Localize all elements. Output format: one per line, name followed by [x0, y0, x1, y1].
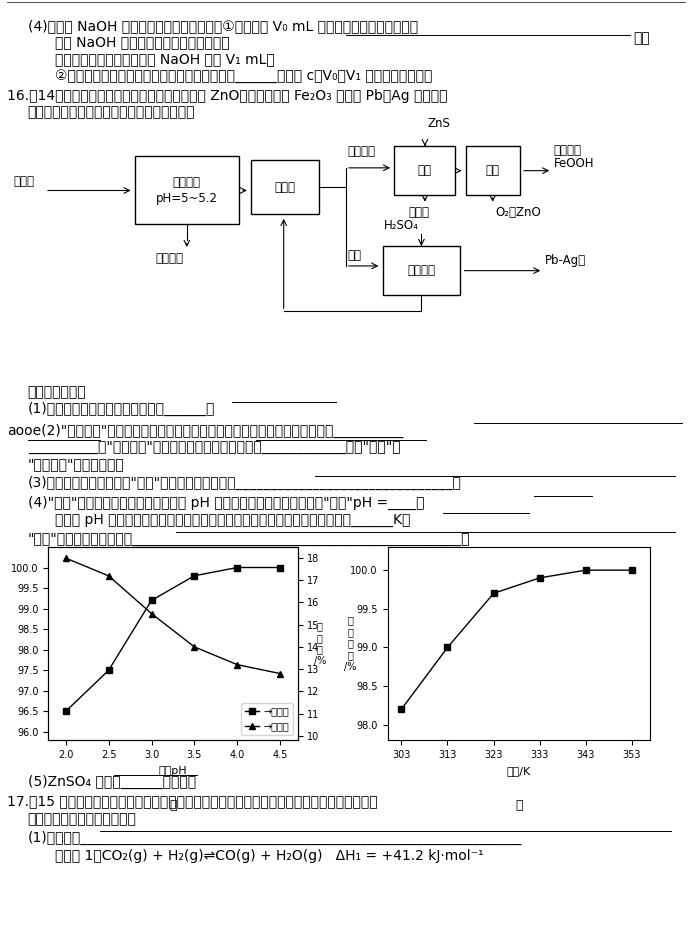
Text: 沉铁: 沉铁	[486, 164, 500, 177]
渣含锌	[104, 571, 113, 582]
Text: 锌焙砂: 锌焙砂	[14, 174, 35, 188]
Y-axis label: 渣
含
锌
量
/%: 渣 含 锌 量 /%	[344, 616, 356, 671]
Text: 热酸浸出: 热酸浸出	[408, 264, 435, 277]
Title: 甲: 甲	[170, 800, 176, 812]
Text: 标准 NaOH 溶液滴定，滴定终点的现象为: 标准 NaOH 溶液滴定，滴定终点的现象为	[55, 35, 230, 49]
Text: (4)"沉铁"时，除铁率、渣含锌量与溶液 pH 的关系如图甲所示，应选择的"沉铁"pH =____；: (4)"沉铁"时，除铁率、渣含锌量与溶液 pH 的关系如图甲所示，应选择的"沉铁…	[28, 496, 424, 510]
Text: 浸渣: 浸渣	[347, 249, 361, 262]
Text: O₂、ZnO: O₂、ZnO	[495, 206, 541, 219]
除铁率	[276, 562, 284, 573]
渣含锌	[233, 659, 242, 670]
渣含锌	[276, 668, 284, 679]
FancyBboxPatch shape	[135, 156, 239, 224]
Text: FeOOH: FeOOH	[554, 157, 594, 170]
Text: (1)基态锌原子的外围电子排布式为______。: (1)基态锌原子的外围电子排布式为______。	[28, 402, 215, 416]
FancyBboxPatch shape	[383, 246, 460, 295]
Text: 回答下列问题：: 回答下列问题：	[28, 385, 86, 399]
Text: 含铁溶液: 含铁溶液	[347, 145, 375, 158]
Text: 碳甲烷化可实现资源化利用。: 碳甲烷化可实现资源化利用。	[28, 812, 136, 826]
Text: (5)ZnSO₄ 最终从______中获得。: (5)ZnSO₄ 最终从______中获得。	[28, 775, 196, 789]
Y-axis label: 除
铁
率
/%: 除 铁 率 /%	[313, 621, 326, 666]
Text: H₂SO₄: H₂SO₄	[384, 219, 419, 232]
Text: 17.（15 分）天然气作为最清洁的化石燃料一直被认为是实现碳平衡阶段的中坚力量，将二氧化: 17.（15 分）天然气作为最清洁的化石燃料一直被认为是实现碳平衡阶段的中坚力量…	[7, 794, 378, 808]
Legend: →除铁率, →渣含锌: →除铁率, →渣含锌	[241, 703, 293, 736]
Text: 预中和: 预中和	[275, 181, 295, 193]
Text: 16.（14分）湿法炼锌时，以锌焙砂（主要成分为 ZnO，含有较多的 Fe₂O₃ 和少量 Pb、Ag 等元素）: 16.（14分）湿法炼锌时，以锌焙砂（主要成分为 ZnO，含有较多的 Fe₂O₃…	[7, 89, 448, 103]
渣含锌	[190, 641, 199, 653]
Text: "多槽串联"）效果更好。: "多槽串联"）效果更好。	[28, 457, 125, 472]
除铁率	[147, 595, 156, 606]
Text: (1)主反应：_______________________________________________________________: (1)主反应：_________________________________…	[28, 831, 522, 845]
Text: 在所选 pH 条件下，除铁率与温度的关系如图乙所示，应选择的热力学温度为______K。: 在所选 pH 条件下，除铁率与温度的关系如图乙所示，应选择的热力学温度为____…	[55, 513, 411, 527]
除铁率	[62, 705, 70, 717]
Text: ②葡萄可滴定酸度（质量分数，以酒石酸计）为______（用含 c、V₀、V₁ 的代数式表示）。: ②葡萄可滴定酸度（质量分数，以酒石酸计）为______（用含 c、V₀、V₁ 的…	[55, 69, 433, 83]
Text: Pb-Ag渣: Pb-Ag渣	[545, 254, 585, 267]
除铁率	[233, 562, 242, 573]
Text: 。平: 。平	[633, 31, 650, 45]
除铁率	[104, 665, 113, 676]
FancyBboxPatch shape	[251, 160, 319, 214]
Title: 乙: 乙	[516, 800, 522, 812]
Line: 除铁率: 除铁率	[63, 565, 283, 714]
FancyBboxPatch shape	[466, 146, 520, 195]
X-axis label: 温度/K: 温度/K	[507, 766, 531, 775]
Text: 还原: 还原	[418, 164, 432, 177]
Text: 针铁矿渣: 针铁矿渣	[554, 144, 581, 157]
渣含锌	[147, 608, 156, 620]
Text: (3)还原液中有黄色固体，"还原"步骤的离子方程式为_______________________________。: (3)还原液中有黄色固体，"还原"步骤的离子方程式为______________…	[28, 476, 462, 490]
渣含锌	[62, 553, 70, 564]
Text: 副反应 1：CO₂(g) + H₂(g)⇌CO(g) + H₂O(g)   ΔH₁ = +41.2 kJ·mol⁻¹: 副反应 1：CO₂(g) + H₂(g)⇌CO(g) + H₂O(g) ΔH₁ …	[55, 849, 484, 863]
FancyBboxPatch shape	[394, 146, 455, 195]
Text: aooe(2)"中性浸出"前，将锌焙砂破碎后，送人球磨机再进行粉碎，粉碎的目的是__________: aooe(2)"中性浸出"前，将锌焙砂破碎后，送人球磨机再进行粉碎，粉碎的目的是…	[7, 423, 403, 438]
Text: 行测定三组，平均消耗标准 NaOH 溶液 V₁ mL。: 行测定三组，平均消耗标准 NaOH 溶液 V₁ mL。	[55, 52, 275, 66]
Text: 还原渣: 还原渣	[408, 206, 429, 219]
Text: (4)用标准 NaOH 溶液滴定样液的操作步骤为①准确量取 V₀ mL 样液，以酚酞为指示剂，用: (4)用标准 NaOH 溶液滴定样液的操作步骤为①准确量取 V₀ mL 样液，以…	[28, 19, 418, 33]
Text: 中性浸出
pH=5~5.2: 中性浸出 pH=5~5.2	[156, 175, 218, 205]
Text: 为原料，采用针铁矿法沉铁的工艺流程如下：: 为原料，采用针铁矿法沉铁的工艺流程如下：	[28, 106, 195, 120]
Text: __________，"中性浸出"过程中，应控制好条件，采用____________（填"单槽"或: __________，"中性浸出"过程中，应控制好条件，采用__________…	[28, 440, 400, 455]
除铁率	[190, 571, 199, 582]
Text: ZnS: ZnS	[428, 117, 450, 130]
Line: 渣含锌: 渣含锌	[63, 555, 283, 676]
Text: 中性浸液: 中性浸液	[156, 252, 183, 265]
Text: "沉铁"步骤的离子方程式为_______________________________________________。: "沉铁"步骤的离子方程式为___________________________…	[28, 532, 470, 546]
X-axis label: 溶液pH: 溶液pH	[158, 766, 188, 775]
